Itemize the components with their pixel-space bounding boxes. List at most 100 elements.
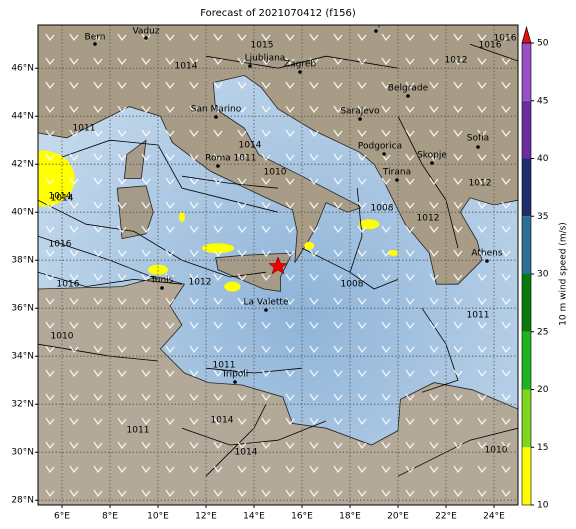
colorbar-segment: [522, 389, 531, 448]
wind-barb: [165, 417, 175, 426]
wind-barb: [93, 33, 103, 42]
city-label: Budapest: [355, 19, 398, 29]
wind-barb: [69, 489, 79, 498]
wind-barb: [405, 321, 415, 330]
y-tick-label: 46°N: [11, 64, 34, 74]
wind-barb: [117, 489, 127, 498]
colorbar-tick-label: 25: [537, 327, 548, 337]
isobar-label: 1014: [175, 62, 198, 72]
wind-barb: [93, 417, 103, 426]
city-dot: [358, 117, 362, 121]
x-tick-label: 14°E: [243, 512, 265, 522]
wind-barb: [45, 465, 55, 474]
wind-barb: [69, 321, 79, 330]
wind-barb: [93, 105, 103, 114]
wind-barb: [405, 393, 415, 402]
wind-patch: [388, 250, 399, 256]
wind-barb: [501, 393, 511, 402]
colorbar-tick-label: 15: [537, 443, 548, 453]
wind-barb: [333, 417, 343, 426]
wind-barb: [69, 297, 79, 306]
wind-barb: [117, 249, 127, 258]
wind-barb: [501, 225, 511, 234]
wind-barb: [381, 57, 391, 66]
wind-barb: [213, 225, 223, 234]
wind-barb: [357, 201, 367, 210]
wind-barb: [333, 129, 343, 138]
isobar-label: 1014: [49, 192, 72, 202]
y-tick-label: 40°N: [11, 208, 34, 218]
wind-barb: [381, 129, 391, 138]
wind-barb: [165, 33, 175, 42]
wind-barb: [165, 177, 175, 186]
isobar-label: 1016: [57, 280, 80, 290]
wind-barb: [285, 297, 295, 306]
wind-barb: [45, 57, 55, 66]
wind-barb: [45, 201, 55, 210]
wind-barb: [237, 369, 247, 378]
wind-barb: [93, 249, 103, 258]
wind-barb: [429, 465, 439, 474]
wind-barb: [189, 225, 199, 234]
wind-barb: [477, 393, 487, 402]
wind-barb: [69, 129, 79, 138]
wind-barb: [453, 81, 463, 90]
wind-barb: [261, 33, 271, 42]
wind-barb: [501, 201, 511, 210]
wind-barb: [381, 249, 391, 258]
wind-barb: [165, 249, 175, 258]
wind-barb: [45, 33, 55, 42]
wind-barb: [453, 177, 463, 186]
wind-barb: [453, 489, 463, 498]
wind-barb: [381, 345, 391, 354]
wind-barb: [237, 417, 247, 426]
wind-barb: [285, 417, 295, 426]
wind-barb: [93, 153, 103, 162]
wind-barb: [381, 81, 391, 90]
wind-barb: [405, 201, 415, 210]
wind-barb: [165, 105, 175, 114]
isobar-label: 1012: [417, 214, 440, 224]
isobar-label: 1011: [467, 311, 490, 321]
y-tick-label: 34°N: [11, 352, 34, 362]
isobar: [205, 55, 399, 69]
wind-barb: [333, 321, 343, 330]
wind-barb: [333, 369, 343, 378]
wind-barb: [285, 129, 295, 138]
wind-barb: [93, 321, 103, 330]
title: Forecast of 2021070412 (f156): [200, 8, 356, 19]
colorbar-tick-label: 40: [537, 154, 549, 164]
wind-barb: [477, 177, 487, 186]
wind-barb: [333, 489, 343, 498]
wind-barb: [477, 57, 487, 66]
isobar-label: 1016: [49, 240, 72, 250]
wind-barb: [213, 153, 223, 162]
colorbar-tick-label: 20: [537, 385, 549, 395]
wind-barb: [237, 393, 247, 402]
city-label: Podgorica: [358, 142, 402, 152]
y-tick-label: 42°N: [11, 160, 34, 170]
wind-barb: [357, 393, 367, 402]
wind-barb: [237, 129, 247, 138]
wind-barb: [453, 105, 463, 114]
wind-barb: [261, 369, 271, 378]
wind-barb: [477, 321, 487, 330]
wind-barb: [501, 105, 511, 114]
wind-barb: [117, 273, 127, 282]
wind-barb: [69, 249, 79, 258]
wind-barb: [237, 297, 247, 306]
isobar-label: 1014: [211, 416, 234, 426]
city-label: Sarajevo: [340, 107, 380, 117]
wind-barb: [189, 465, 199, 474]
wind-barb: [237, 33, 247, 42]
wind-barb: [261, 105, 271, 114]
wind-barb: [117, 297, 127, 306]
wind-barb: [141, 465, 151, 474]
wind-barb: [453, 273, 463, 282]
wind-barb: [237, 249, 247, 258]
wind-barb: [309, 81, 319, 90]
wind-barb: [69, 345, 79, 354]
wind-barb: [285, 465, 295, 474]
wind-barb: [453, 153, 463, 162]
wind-barb: [309, 201, 319, 210]
